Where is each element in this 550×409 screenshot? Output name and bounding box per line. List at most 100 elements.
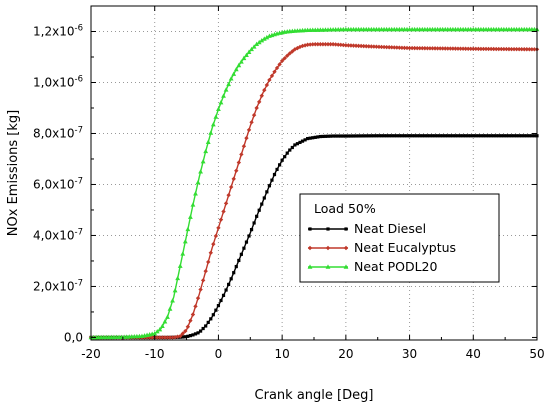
data-point — [437, 46, 443, 51]
data-point — [483, 46, 489, 52]
data-point — [413, 134, 417, 138]
data-point — [262, 87, 267, 93]
data-point — [346, 134, 351, 138]
data-point — [311, 136, 315, 140]
data-point — [251, 44, 257, 49]
data-point — [244, 135, 249, 141]
data-point — [198, 287, 203, 292]
x-axis-title: Crank angle [Deg] — [255, 388, 374, 403]
data-point — [198, 329, 203, 333]
data-point — [453, 134, 458, 138]
data-point — [272, 69, 277, 74]
data-point — [193, 304, 198, 309]
data-point — [218, 100, 224, 105]
y-tick-label: 6,0x10-7 — [33, 176, 83, 191]
data-point — [407, 45, 412, 51]
data-point — [494, 134, 498, 138]
data-point — [288, 148, 292, 152]
data-point — [354, 134, 358, 138]
data-point — [514, 46, 519, 52]
x-tick-label: -20 — [81, 347, 101, 361]
data-point — [167, 335, 173, 340]
data-point — [272, 172, 277, 177]
data-point — [432, 46, 438, 51]
y-tick-label: 0,0 — [64, 330, 83, 344]
data-point — [238, 59, 244, 64]
data-point — [200, 278, 206, 283]
data-point — [486, 134, 491, 138]
data-point — [448, 134, 452, 138]
data-point — [246, 49, 252, 54]
data-point — [359, 134, 363, 138]
data-point — [463, 46, 468, 51]
x-tick-label: 20 — [338, 347, 353, 361]
data-point — [234, 264, 238, 269]
data-point — [252, 221, 256, 225]
data-point — [213, 114, 219, 119]
data-point — [515, 134, 519, 138]
data-point — [290, 49, 295, 54]
data-point — [218, 217, 224, 222]
x-tick-label: 0 — [215, 347, 223, 361]
data-point — [511, 46, 517, 52]
data-point — [221, 293, 226, 297]
data-point — [285, 53, 290, 58]
data-point — [423, 134, 427, 138]
data-point — [382, 134, 386, 138]
data-point — [464, 134, 468, 138]
data-point — [476, 46, 481, 52]
data-point — [310, 42, 315, 47]
data-point — [351, 43, 356, 48]
data-point — [361, 43, 366, 49]
data-point — [330, 42, 336, 47]
data-point — [441, 134, 445, 138]
data-point — [180, 251, 186, 256]
data-point — [221, 209, 226, 214]
data-point — [257, 99, 262, 105]
legend-label: Neat Diesel — [354, 221, 426, 236]
data-point — [297, 44, 303, 50]
data-point — [175, 275, 181, 281]
data-point — [530, 134, 534, 138]
series-neat-eucalyptus — [88, 42, 540, 340]
data-point — [234, 168, 239, 173]
data-point — [455, 46, 461, 51]
data-point — [254, 41, 260, 47]
data-point — [471, 46, 476, 52]
data-point — [282, 56, 287, 61]
data-point — [476, 134, 480, 138]
data-point — [389, 45, 394, 50]
legend-label: Neat Eucalyptus — [354, 240, 456, 255]
data-point — [185, 226, 191, 232]
data-point — [305, 42, 310, 47]
data-point — [489, 134, 493, 138]
data-point — [328, 134, 333, 138]
data-point — [509, 134, 514, 138]
legend-title: Load 50% — [314, 201, 376, 216]
data-point — [415, 134, 419, 138]
data-point — [170, 335, 175, 340]
data-point — [260, 202, 264, 206]
data-point — [188, 318, 193, 323]
data-point — [372, 134, 376, 138]
data-point — [504, 134, 509, 138]
grid-lines — [91, 6, 537, 340]
data-point — [379, 134, 384, 138]
data-point — [195, 295, 201, 301]
data-point — [275, 167, 279, 172]
data-point — [497, 134, 501, 138]
data-point — [501, 46, 507, 52]
data-point — [351, 134, 356, 138]
data-point — [392, 134, 396, 138]
data-point — [488, 46, 494, 52]
data-point — [267, 77, 272, 83]
data-point — [307, 42, 313, 47]
data-point — [499, 46, 504, 52]
data-point — [369, 44, 374, 49]
data-point — [336, 134, 340, 138]
data-point — [261, 36, 267, 41]
data-point — [525, 134, 529, 138]
data-point — [224, 288, 228, 292]
data-point — [440, 46, 445, 51]
data-point — [460, 46, 466, 51]
